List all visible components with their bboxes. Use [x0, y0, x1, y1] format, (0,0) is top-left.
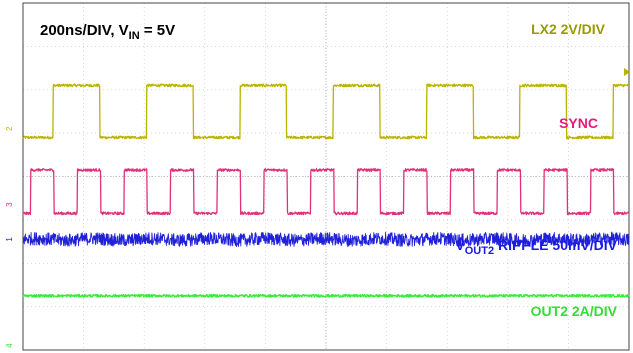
trigger-marker-icon [624, 68, 630, 76]
channel-marker-2: 2 [5, 126, 14, 131]
trace-out2-2a-div [22, 293, 630, 298]
channel-markers: 2 3 1 4 [5, 68, 630, 348]
lx2-label: LX2 2V/DIV [531, 21, 606, 37]
channel-marker-4: 4 [5, 343, 14, 348]
trace-v-out2-ripple-50mv-div [22, 231, 630, 248]
screen-border [22, 2, 630, 351]
traces [22, 83, 630, 298]
trace-lx2-2v-div [22, 83, 630, 140]
vout2-ripple-label: VOUT2 RIPPLE 50mV/DIV [455, 237, 617, 257]
trace-sync [22, 168, 630, 216]
channel-marker-1: 1 [5, 237, 14, 242]
sync-label: SYNC [559, 115, 598, 131]
channel-marker-3: 3 [5, 202, 14, 207]
timebase-title: 200ns/DIV, VIN = 5V [40, 22, 175, 42]
out2-label: OUT2 2A/DIV [531, 303, 618, 319]
